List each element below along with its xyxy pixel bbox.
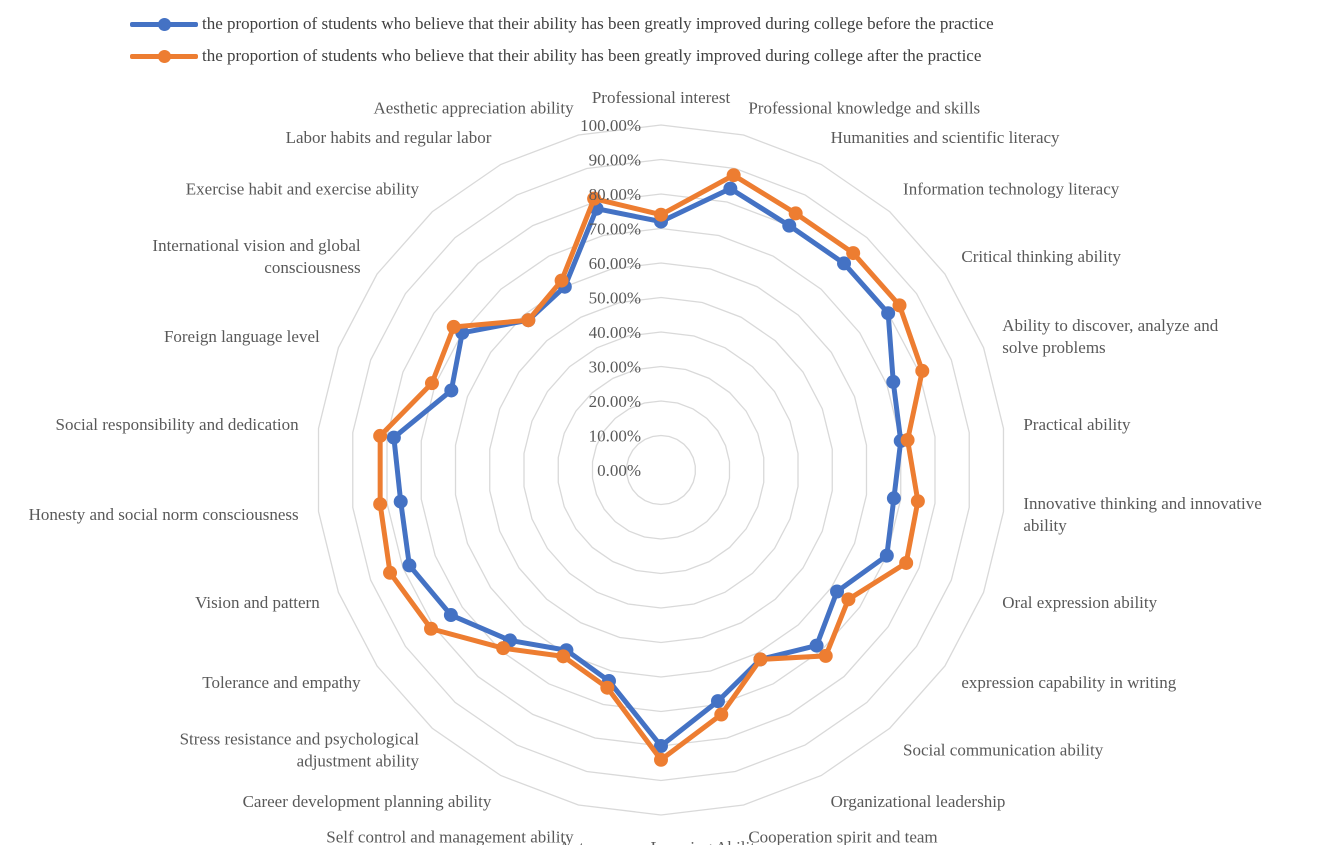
data-point-s0-10 [809, 638, 824, 653]
legend-item-before: the proportion of students who believe t… [130, 8, 994, 40]
data-point-s0-7 [886, 491, 901, 506]
tick-label-5: 50.00% [589, 289, 641, 308]
category-label-9: expression capability in writing [961, 673, 1176, 692]
category-label-22: International vision and global conscious… [152, 236, 360, 277]
data-point-s1-21 [424, 376, 439, 391]
category-label-19: Honesty and social norm consciousness [29, 505, 299, 524]
data-point-s1-6 [900, 433, 915, 448]
radial-tick-labels: 0.00% 10.00% 20.00% 30.00% 40.00% 50.00% 60.00… [580, 116, 641, 480]
data-point-s1-13 [654, 752, 668, 767]
data-point-s0-17 [443, 608, 458, 623]
data-point-s0-2 [782, 218, 797, 233]
grid-ring-1 [626, 434, 696, 506]
tick-label-9: 90.00% [589, 151, 641, 170]
data-point-s0-5 [886, 374, 901, 389]
data-point-s1-9 [841, 592, 856, 607]
category-label-12: Cooperation spirit and teamconsciousness [748, 827, 937, 845]
category-label-0: Professional interest [592, 88, 731, 107]
category-labels: Professional interest Professional knowle… [29, 88, 1262, 845]
category-label-14: Self control and management ability [326, 827, 574, 845]
legend-label-before: the proportion of students who believe t… [202, 14, 994, 33]
data-point-s1-22 [446, 319, 461, 334]
data-point-s1-3 [846, 246, 861, 261]
data-point-s0-8 [879, 548, 894, 563]
grid-ring-5 [489, 296, 833, 644]
data-point-s1-10 [818, 648, 833, 663]
category-label-15: Career development planning ability [243, 792, 492, 811]
data-point-s1-17 [424, 621, 439, 636]
grid-ring-7 [420, 227, 902, 713]
category-label-13: Autonomous Learning Ability [559, 838, 764, 845]
data-point-s0-3 [837, 256, 852, 271]
category-label-17: Tolerance and empathy [202, 673, 361, 692]
chart-legend: the proportion of students who believe t… [130, 8, 994, 72]
category-label-24: Labor habits and regular labor [286, 128, 492, 147]
data-point-s0-20 [386, 430, 401, 445]
data-point-s1-12 [714, 707, 729, 722]
data-point-s1-25 [587, 191, 602, 206]
data-point-s0-4 [881, 306, 896, 321]
category-label-11: Organizational leadership [831, 792, 1006, 811]
grid-ring-9 [352, 158, 970, 782]
data-point-s1-5 [915, 363, 930, 378]
category-label-1: Professional knowledge and skills [748, 99, 980, 118]
tick-label-4: 40.00% [589, 323, 641, 342]
tick-label-8: 80.00% [589, 185, 641, 204]
data-point-s1-0 [654, 207, 668, 222]
grid-ring-2 [591, 400, 731, 540]
category-label-2: Humanities and scientific literacy [831, 128, 1060, 147]
data-point-s1-11 [753, 652, 768, 667]
category-label-7: Innovative thinking and innovative abilit… [1023, 494, 1261, 535]
data-point-s0-18 [402, 558, 417, 573]
tick-label-1: 10.00% [589, 427, 641, 446]
data-point-s0-9 [830, 584, 845, 599]
data-point-s1-7 [910, 494, 925, 509]
legend-marker-before [130, 14, 198, 34]
legend-marker-after [130, 46, 198, 66]
category-label-4: Critical thinking ability [961, 247, 1121, 266]
data-point-s1-2 [788, 206, 803, 221]
category-label-3: Information technology literacy [903, 179, 1120, 198]
tick-label-10: 100.00% [580, 116, 641, 135]
category-label-8: Oral expression ability [1002, 593, 1157, 612]
grid-ring-10 [317, 124, 1005, 816]
grid-ring-6 [454, 262, 868, 678]
data-point-s0-19 [393, 494, 408, 509]
data-point-s1-1 [726, 168, 741, 183]
data-point-s1-4 [892, 298, 907, 313]
data-point-s1-14 [600, 680, 615, 695]
legend-item-after: the proportion of students who believe t… [130, 40, 994, 72]
data-point-s0-21 [444, 383, 459, 398]
category-label-5: Ability to discover, analyze and solve pr… [1002, 316, 1219, 357]
tick-label-7: 70.00% [589, 220, 641, 239]
data-point-s1-23 [521, 313, 536, 328]
category-label-6: Practical ability [1023, 415, 1131, 434]
category-label-10: Social communication ability [903, 741, 1104, 760]
data-point-s1-18 [383, 565, 398, 580]
category-label-21: Foreign language level [164, 327, 320, 346]
data-point-s1-20 [373, 428, 388, 443]
tick-label-2: 20.00% [589, 392, 641, 411]
category-label-25: Aesthetic appreciation ability [373, 99, 574, 118]
grid-ring-3 [557, 365, 765, 575]
radar-series [373, 168, 930, 767]
data-point-s0-12 [710, 694, 725, 709]
tick-label-0: 0.00% [597, 461, 641, 480]
category-label-16: Stress resistance and psychological adjus… [180, 730, 420, 771]
grid-ring-4 [523, 331, 799, 609]
tick-label-6: 60.00% [589, 254, 641, 273]
data-point-s1-24 [554, 273, 569, 288]
data-point-s1-8 [899, 555, 914, 570]
category-label-20: Social responsibility and dedication [56, 415, 300, 434]
data-point-s1-15 [556, 649, 571, 664]
data-point-s0-1 [723, 181, 738, 196]
legend-label-after: the proportion of students who believe t… [202, 46, 982, 65]
data-point-s0-13 [654, 739, 668, 753]
tick-label-3: 30.00% [589, 358, 641, 377]
category-label-18: Vision and pattern [195, 593, 320, 612]
data-point-s1-16 [496, 641, 511, 656]
data-point-s1-19 [373, 497, 388, 512]
category-label-23: Exercise habit and exercise ability [186, 179, 420, 198]
